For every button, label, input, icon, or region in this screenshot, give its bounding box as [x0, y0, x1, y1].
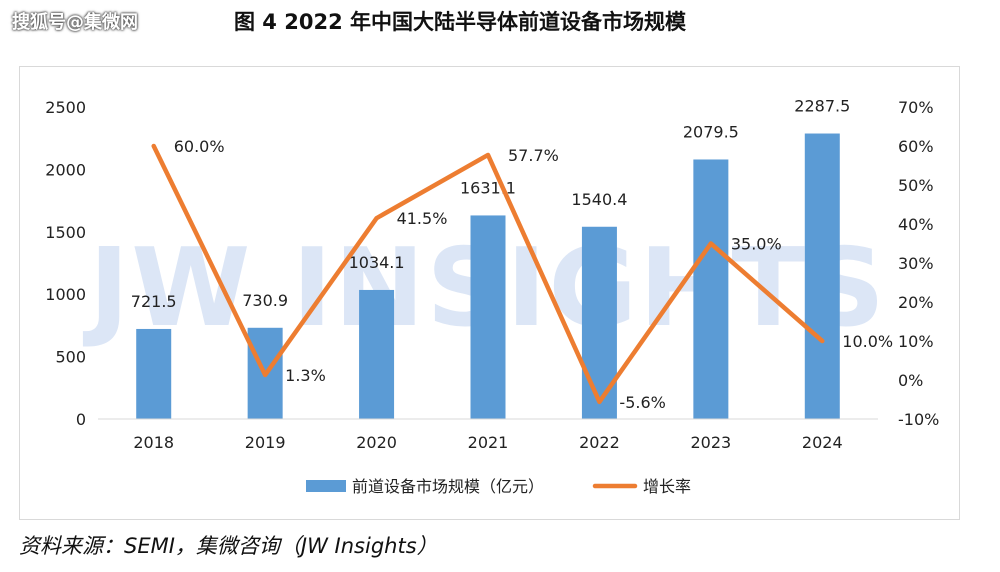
combo-chart: JW INSIGHTS05001000150020002500-10%0%10%…: [45, 97, 939, 496]
right-axis-tick: 60%: [898, 137, 934, 156]
right-axis-tick: 70%: [898, 98, 934, 117]
x-axis-tick: 2024: [802, 433, 843, 452]
x-axis-tick: 2019: [245, 433, 286, 452]
line-data-label: 35.0%: [731, 235, 782, 254]
x-axis-tick: 2018: [133, 433, 174, 452]
source-watermark: 搜狐号@集微网: [12, 12, 138, 33]
legend-bar-label: 前道设备市场规模（亿元）: [352, 477, 544, 496]
line-data-label: 41.5%: [397, 209, 448, 228]
bar-data-label: 721.5: [131, 292, 177, 311]
bar-data-label: 1034.1: [349, 253, 405, 272]
left-axis-tick: 2000: [45, 160, 86, 179]
left-axis-tick: 1000: [45, 285, 86, 304]
right-axis-tick: 50%: [898, 176, 934, 195]
bar: [581, 226, 617, 419]
figure-title: 图 4 2022 年中国大陆半导体前道设备市场规模: [234, 10, 686, 34]
right-axis-tick: 40%: [898, 215, 934, 234]
bar: [804, 133, 840, 419]
line-data-label: 10.0%: [842, 332, 893, 351]
bar: [693, 159, 729, 419]
bar-data-label: 2079.5: [683, 122, 739, 141]
bar-data-label: 2287.5: [794, 97, 850, 116]
x-axis-tick: 2021: [468, 433, 509, 452]
left-axis-tick: 1500: [45, 223, 86, 242]
right-axis-tick: 20%: [898, 293, 934, 312]
bar: [136, 328, 172, 419]
x-axis-tick: 2020: [356, 433, 397, 452]
legend-line-label: 增长率: [643, 477, 691, 496]
x-axis-tick: 2023: [690, 433, 731, 452]
line-data-label: 57.7%: [508, 146, 559, 165]
left-axis-tick: 500: [55, 348, 86, 367]
line-data-label: 1.3%: [285, 366, 326, 385]
right-axis-tick: 0%: [898, 371, 923, 390]
bar: [470, 215, 506, 419]
left-axis-tick: 0: [76, 410, 86, 429]
line-data-label: 60.0%: [174, 137, 225, 156]
right-axis-tick: -10%: [898, 410, 939, 429]
growth-rate-line: [151, 143, 825, 405]
source-note: 资料来源：SEMI，集微咨询（JW Insights）: [19, 534, 438, 558]
legend-bar-swatch: [306, 480, 346, 492]
bar: [359, 289, 395, 419]
x-axis-tick: 2022: [579, 433, 620, 452]
right-axis-tick: 30%: [898, 254, 934, 273]
right-axis-tick: 10%: [898, 332, 934, 351]
chart-frame: JW INSIGHTS05001000150020002500-10%0%10%…: [19, 66, 960, 520]
line-data-label: -5.6%: [619, 393, 665, 412]
left-axis-tick: 2500: [45, 98, 86, 117]
bar-data-label: 1540.4: [571, 190, 627, 209]
bar-data-label: 730.9: [242, 291, 288, 310]
